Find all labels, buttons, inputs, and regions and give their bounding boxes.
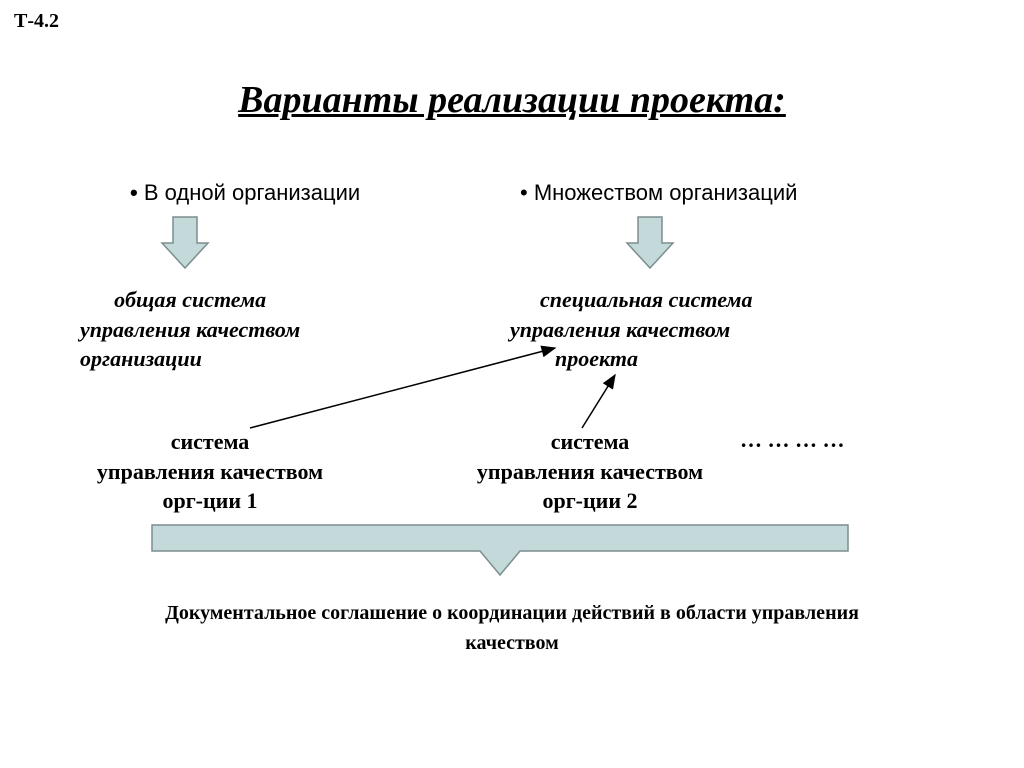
arrow-wide-down bbox=[150, 523, 850, 578]
sub-right-line2: управления качеством bbox=[477, 459, 703, 484]
footer-line2: качеством bbox=[465, 632, 558, 654]
block-right-line3: проекта bbox=[510, 346, 638, 371]
arrow-down-right bbox=[625, 215, 675, 270]
block-right-line1: специальная система bbox=[540, 287, 753, 312]
block-left: общая система управления качеством орган… bbox=[80, 285, 300, 374]
block-right: специальная система управления качеством… bbox=[510, 285, 753, 374]
footer-text: Документальное соглашение о координации … bbox=[0, 598, 1024, 658]
footer-line1: Документальное соглашение о координации … bbox=[165, 602, 859, 624]
block-left-line2: управления качеством bbox=[80, 317, 300, 342]
sub-left: система управления качеством орг-ции 1 bbox=[80, 427, 340, 516]
sub-left-line2: управления качеством bbox=[97, 459, 323, 484]
block-left-line3: организации bbox=[80, 346, 202, 371]
sub-left-line1: система bbox=[171, 429, 250, 454]
page-title: Варианты реализации проекта: bbox=[0, 78, 1024, 122]
arrow-down-left bbox=[160, 215, 210, 270]
ellipsis: … … … … bbox=[740, 427, 845, 453]
corner-label: Т-4.2 bbox=[14, 10, 59, 33]
sub-right-line3: орг-ции 2 bbox=[542, 488, 637, 513]
block-left-line1: общая система bbox=[114, 287, 266, 312]
sub-right-line1: система bbox=[551, 429, 630, 454]
sub-left-line3: орг-ции 1 bbox=[162, 488, 257, 513]
option-left: В одной организации bbox=[130, 180, 360, 206]
option-right: Множеством организаций bbox=[520, 180, 797, 206]
block-right-line2: управления качеством bbox=[510, 317, 730, 342]
sub-right: система управления качеством орг-ции 2 bbox=[460, 427, 720, 516]
